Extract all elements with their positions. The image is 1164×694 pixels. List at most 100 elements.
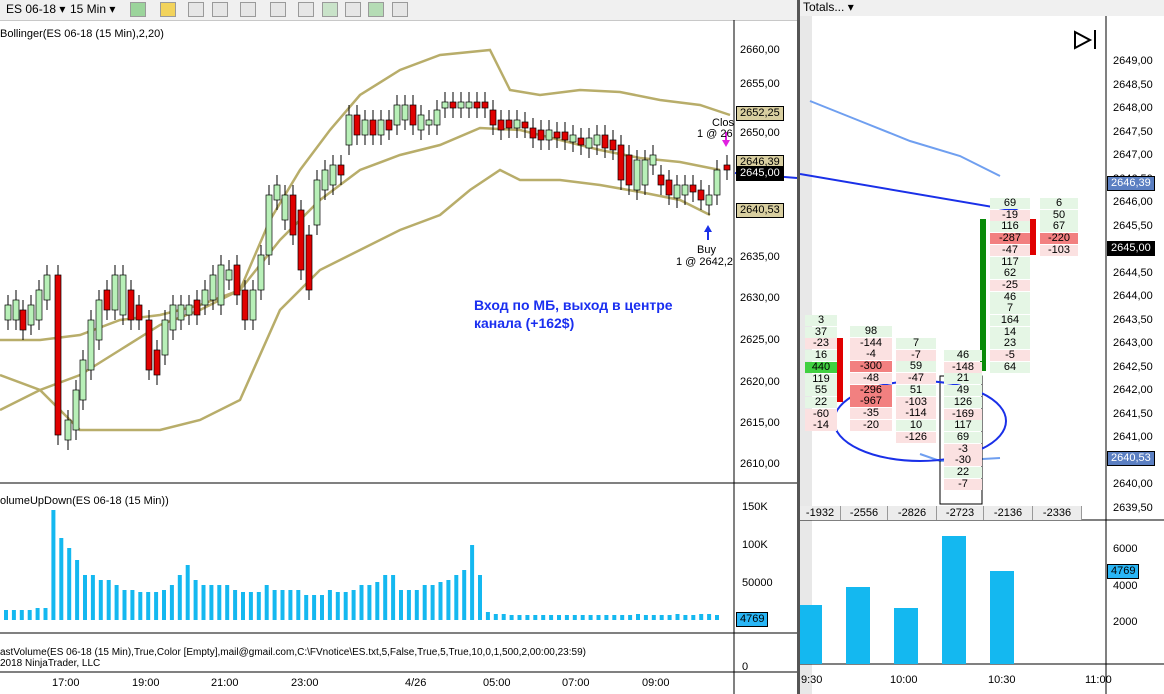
pencil-icon[interactable] [160,2,176,17]
footer-indicator: astVolume(ES 06-18 (15 Min),True,Color [… [0,647,586,658]
close-arrow-icon [722,132,730,147]
right-chart-canvas[interactable] [800,16,1164,694]
lower-band-tag: 2640,53 [736,203,784,218]
footprint-cell: 22 [805,396,837,408]
footprint-cell: 116 [990,221,1030,233]
footprint-cell: -967 [850,396,892,408]
buy-arrow-icon [704,225,712,240]
left-price-label: 2620,00 [740,376,780,388]
left-price-label: 2650,00 [740,127,780,139]
time-426: 4/26 [405,677,427,689]
close-qty-label: 1 @ 26 [697,128,733,140]
footprint-cell: 49 [944,385,982,397]
rvol-axis-2000: 2000 [1113,616,1138,628]
footprint-cell: -35 [850,407,892,419]
footprint-cell: -5 [990,350,1030,362]
footprint-cell: -7 [896,349,936,361]
volume-tag: 4769 [736,612,769,627]
play-icon[interactable] [1074,30,1093,50]
right-price-label: 2641,50 [1113,407,1153,420]
footprint-cell: 14 [990,326,1030,338]
right-toolbar: Totals... ▾ [800,0,1164,16]
footprint-cell: -30 [944,455,982,467]
buy-qty-label: 1 @ 2642,2 [676,256,734,268]
left-chart-canvas[interactable] [0,20,797,694]
footprint-cell: 7 [896,338,936,349]
footprint-cell: -144 [850,337,892,349]
candlesticks [4,92,731,450]
dollar-icon[interactable] [368,2,384,17]
right-mid-tag: 2646,39 [1107,176,1155,191]
footprint-cell: 59 [896,361,936,373]
last-price-tag: 2645,00 [736,166,784,181]
properties-icon[interactable] [298,2,314,17]
right-price-label: 2648,50 [1113,78,1153,91]
footprint-cell: -19 [990,209,1030,221]
chart-toolbar: ES 06-18 ▾ 15 Min ▾ [0,0,797,21]
right-price-label: 2644,50 [1113,266,1153,279]
vol-axis-0: 0 [742,661,749,673]
data-box-icon[interactable] [392,2,408,17]
time-1700: 17:00 [52,677,80,689]
footprint-cell: 117 [990,256,1030,268]
footprint-cell: -47 [990,244,1030,256]
footprint-cell: -25 [990,279,1030,291]
instrument-selector[interactable]: ES 06-18 ▾ [6,2,66,16]
time-2100: 21:00 [211,677,239,689]
footprint-cell: 37 [805,326,837,338]
footprint-cell: -148 [944,361,982,373]
cursor-icon[interactable] [240,2,256,17]
panel-splitter[interactable] [797,0,800,694]
footprint-cell: 164 [990,315,1030,326]
total-col-2: -2556 [841,506,888,520]
time-2300: 23:00 [291,677,319,689]
instrument-label: ES 06-18 [6,2,57,16]
rtime-1100: 11:00 [1085,674,1112,686]
vol-axis-50000: 50000 [742,577,773,589]
template-icon[interactable] [345,2,361,17]
footprint-cell: -300 [850,361,892,373]
footprint-cell: -4 [850,349,892,361]
footprint-cell: -7 [944,478,982,490]
footprint-cell: -47 [896,373,936,385]
footprint-cell: 117 [944,420,982,432]
right-price-label: 2647,00 [1113,149,1153,161]
chart-style-icon[interactable] [322,2,338,17]
bar-type-icon[interactable] [130,2,146,17]
bollinger-upper [0,48,731,412]
footprint-cell: 3 [805,315,837,326]
footprint-cell: 62 [990,268,1030,280]
footprint-cell: 69 [944,431,982,443]
copyright: 2018 NinjaTrader, LLC [0,658,101,669]
right-volume-tag: 4769 [1107,564,1140,579]
upper-band-tag: 2652,25 [736,106,784,121]
time-0900: 09:00 [642,677,670,689]
left-price-label: 2625,00 [740,334,780,346]
right-price-label: 2644,00 [1113,290,1153,302]
annotation-line1: Вход по МБ, выход в центре [474,297,673,313]
rvol-axis-6000: 6000 [1113,543,1138,555]
footprint-cell: -20 [850,419,892,431]
footprint-cell: 51 [896,384,936,396]
total-col-5: -2136 [984,506,1033,520]
interval-selector[interactable]: 15 Min ▾ [70,2,116,16]
footprint-cell: -220 [1040,233,1078,245]
magnify-icon[interactable] [270,2,286,17]
footprint-cell: -103 [1040,244,1078,256]
footprint-cell: 67 [1040,221,1078,233]
zoom-out-icon[interactable] [212,2,228,17]
footprint-cell: -60 [805,408,837,420]
footprint-cell: -126 [896,431,936,443]
footprint-cell: -169 [944,408,982,420]
zoom-in-icon[interactable] [188,2,204,17]
right-price-label: 2640,00 [1113,478,1153,490]
right-price-label: 2642,00 [1113,384,1153,396]
totals-dropdown[interactable]: Totals... ▾ [803,0,854,14]
rtime-1030: 10:30 [988,674,1016,686]
buy-label: Buy [697,244,716,256]
footprint-cell: 10 [896,419,936,431]
volume-indicator-label: olumeUpDown(ES 06-18 (15 Min)) [0,495,169,507]
total-col-4: -2723 [937,506,984,520]
time-1900: 19:00 [132,677,160,689]
vol-axis-150k: 150K [742,501,768,513]
